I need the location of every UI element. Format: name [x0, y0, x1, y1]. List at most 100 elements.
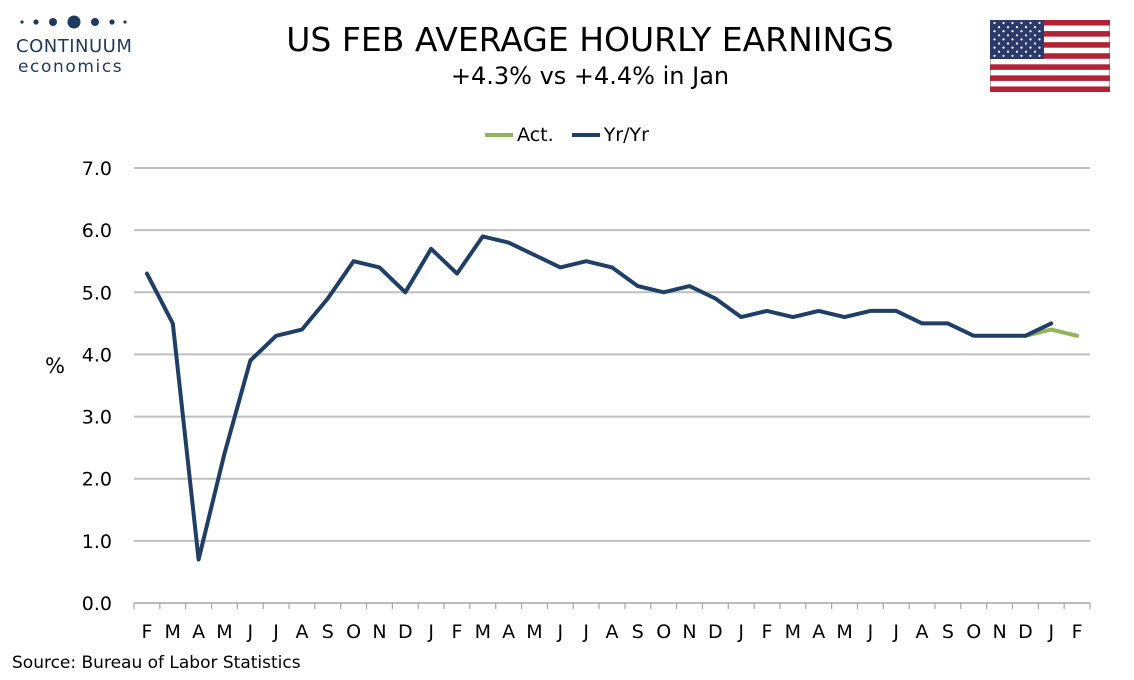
flag-star — [1029, 21, 1032, 25]
y-tick-label: 7.0 — [82, 158, 112, 180]
x-tick-label: S — [942, 621, 954, 643]
series-line-yoy — [144, 234, 1054, 562]
x-tick-label: O — [656, 621, 671, 643]
flag-star — [1033, 50, 1037, 53]
flag-star — [997, 50, 1001, 53]
flag-star — [1020, 38, 1023, 41]
flag-stripe — [990, 75, 1110, 81]
y-tick-label: 0.0 — [82, 593, 112, 615]
x-tick-label: O — [966, 621, 981, 643]
flag-stripe — [990, 31, 1110, 37]
flag-star — [1006, 50, 1010, 53]
x-tick-label: A — [812, 621, 825, 643]
us-flag-icon — [990, 20, 1110, 92]
flag-stripe — [990, 42, 1110, 48]
y-tick-label: 1.0 — [82, 531, 112, 553]
x-tick-label: D — [1018, 621, 1033, 643]
flag-star — [1024, 26, 1028, 29]
x-tick-label: N — [992, 621, 1006, 643]
flag-star — [1006, 42, 1010, 45]
x-tick-label: J — [737, 621, 744, 643]
x-tick-label: S — [632, 621, 644, 643]
x-tick-label: A — [502, 621, 515, 643]
flag-star — [1020, 54, 1023, 57]
x-tick-label: A — [916, 621, 929, 643]
flag-star — [993, 38, 996, 41]
x-tick-label: J — [582, 621, 589, 643]
flag-star — [1002, 38, 1005, 41]
flag-star — [1024, 42, 1028, 45]
x-tick-label: J — [557, 621, 564, 643]
x-tick-label: S — [322, 621, 334, 643]
chart-title: US FEB AVERAGE HOURLY EARNINGS — [286, 20, 894, 59]
flag-star — [993, 54, 996, 57]
flag-star — [1038, 54, 1041, 57]
flag-star — [1038, 46, 1041, 49]
flag-stripe — [990, 86, 1110, 92]
flag-stripe — [990, 64, 1110, 70]
flag-star — [1015, 34, 1019, 37]
flag-star — [1015, 50, 1019, 53]
flag-star — [1033, 42, 1037, 45]
x-tick-label: J — [1047, 621, 1054, 643]
chart-legend: Act. Yr/Yr — [0, 120, 1134, 146]
flag-star — [1029, 38, 1032, 41]
y-tick-label: 6.0 — [82, 220, 112, 242]
x-tick-label: D — [708, 621, 723, 643]
y-axis-label: % — [45, 354, 65, 378]
flag-star — [1011, 30, 1014, 33]
flag-star — [997, 42, 1001, 45]
x-tick-label: J — [246, 621, 253, 643]
legend-label-actual: Act. — [517, 124, 554, 146]
x-tick-label: F — [141, 621, 152, 643]
x-tick-label: F — [452, 621, 463, 643]
x-tick-label: J — [427, 621, 434, 643]
flag-star — [1002, 21, 1005, 25]
flag-star — [997, 34, 1001, 37]
legend-item-yoy: Yr/Yr — [571, 124, 649, 146]
y-tick-label: 4.0 — [82, 344, 112, 366]
flag-star — [1029, 54, 1032, 57]
legend-label-yoy: Yr/Yr — [603, 124, 649, 146]
x-tick-label: M — [526, 621, 542, 643]
x-tick-label: A — [606, 621, 619, 643]
flag-star — [1002, 30, 1005, 33]
flag-star — [993, 46, 996, 49]
logo-dots-icon — [20, 15, 127, 29]
x-tick-label: D — [398, 621, 413, 643]
x-tick-label: A — [295, 621, 308, 643]
line-chart: 0.01.02.03.04.05.06.07.0F M A M J J A S O N D J F M A M… — [45, 158, 1091, 643]
flag-star — [1011, 21, 1014, 25]
flag-stripe — [990, 53, 1110, 59]
flag-star — [1002, 46, 1005, 49]
x-tick-label: N — [682, 621, 696, 643]
flag-star — [1024, 34, 1028, 37]
y-tick-label: 5.0 — [82, 282, 112, 304]
x-tick-label: N — [372, 621, 386, 643]
legend-swatch-actual — [485, 133, 514, 137]
chart-subtitle: +4.3% vs +4.4% in Jan — [450, 62, 730, 90]
flag-star — [1002, 54, 1005, 57]
source-note: Source: Bureau of Labor Statistics — [12, 653, 301, 673]
x-tick-label: O — [346, 621, 361, 643]
flag-star — [1015, 42, 1019, 45]
flag-star — [1033, 34, 1037, 37]
flag-star — [1020, 30, 1023, 33]
x-tick-label: J — [272, 621, 279, 643]
x-tick-label: J — [867, 621, 874, 643]
flag-star — [1038, 38, 1041, 41]
flag-stripe — [990, 20, 1110, 26]
flag-star — [1024, 50, 1028, 53]
y-tick-label: 3.0 — [82, 407, 112, 429]
flag-star — [1020, 21, 1023, 25]
flag-star — [1029, 30, 1032, 33]
x-tick-label: M — [836, 621, 852, 643]
x-tick-label: A — [192, 621, 205, 643]
legend-swatch-yoy — [571, 133, 600, 137]
flag-star — [1011, 38, 1014, 41]
x-tick-label: F — [1072, 621, 1083, 643]
flag-star — [1020, 46, 1023, 49]
flag-star — [1011, 54, 1014, 57]
flag-star — [997, 26, 1001, 29]
flag-star — [1015, 26, 1019, 29]
